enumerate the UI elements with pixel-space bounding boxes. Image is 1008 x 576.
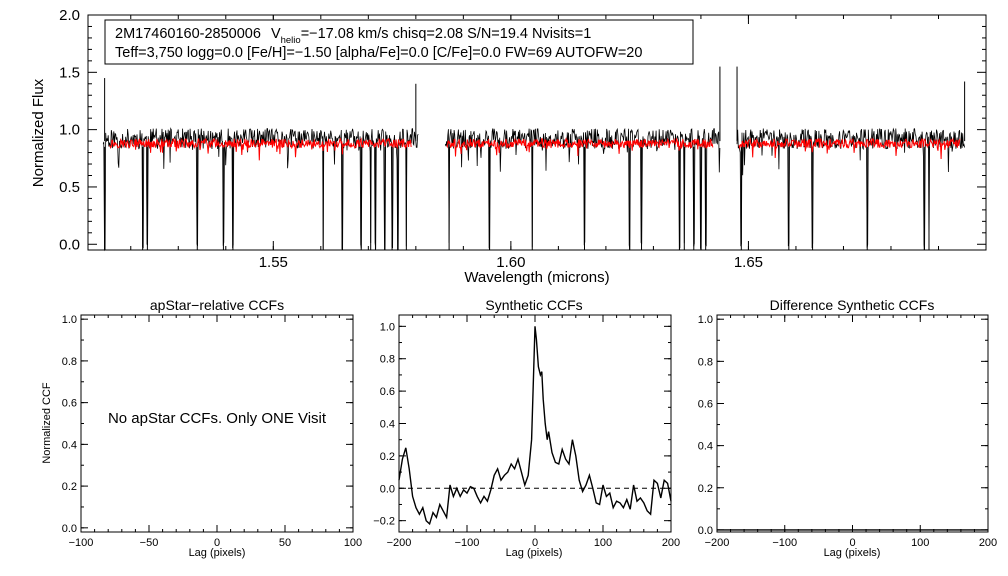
info-line-1: 2M17460160-2850006 Vhelio=−17.08 km/s chi… (115, 26, 591, 46)
ccf-ytick-label: 0.4 (380, 419, 395, 431)
spectrum-xtick-label: 1.55 (259, 254, 288, 271)
ccf-panel-synthetic: Synthetic CCFs −200 −100 0 100 200 −0.2 0.0 0.2… (373, 297, 680, 559)
ccf-ytick-label: 0.6 (698, 398, 713, 410)
ccf-xtick-label: 0 (849, 537, 855, 549)
ccf-ytick-label: 0.8 (380, 354, 395, 366)
spectrum-ytick-label: 1.0 (59, 122, 80, 139)
spectrum-ytick-label: 0.0 (59, 236, 80, 253)
spectrum-axes-frame (87, 14, 987, 251)
model-spectrum-line (446, 137, 714, 157)
spectrum-xtick-label: 1.60 (496, 254, 525, 271)
synthetic-xlabel: Lag (pixels) (506, 547, 563, 559)
spectrum-ylabel: Normalized Flux (30, 78, 47, 187)
apstar-ticks: −100 −50 0 50 100 0.0 0.2 0.4 0.6 0.8 1.0 (62, 314, 362, 549)
ccf-xtick-label: −100 (455, 537, 480, 549)
spectrum-ytick-label: 1.5 (59, 64, 80, 81)
ccf-ytick-label: 0.2 (380, 451, 395, 463)
model-spectrum-line (738, 137, 961, 160)
ccf-panel-difference: Difference Synthetic CCFs −200 −100 0 100 20… (698, 297, 997, 559)
model-spectrum-line (109, 137, 412, 161)
ccf-ytick-label: 1.0 (62, 314, 77, 326)
apstar-xlabel: Lag (pixels) (189, 547, 246, 559)
star-id: 2M17460160-2850006 (115, 26, 261, 42)
ccf-xtick-label: −100 (69, 537, 94, 549)
ccf-xtick-label: 50 (279, 537, 291, 549)
apstar-ylabel: Normalized CCF (41, 382, 53, 464)
ccf-ytick-label: 1.0 (698, 314, 713, 326)
ccf-xtick-label: 200 (979, 537, 997, 549)
spectrum-panel: 1.55 1.60 1.65 0.0 0.5 1.0 1.5 2.0 Wavelength (… (30, 7, 987, 286)
spectrum-xtick-label: 1.65 (734, 254, 763, 271)
ccf-ytick-label: 0.0 (698, 525, 713, 537)
ccf-xtick-label: 100 (344, 537, 362, 549)
ccf-ytick-label: 0.6 (62, 398, 77, 410)
ccf-xtick-label: 100 (911, 537, 929, 549)
ccf-ytick-label: 0.8 (698, 356, 713, 368)
ccf-ytick-label: 1.0 (380, 321, 395, 333)
ccf-ytick-label: 0.2 (698, 483, 713, 495)
panel-title-difference: Difference Synthetic CCFs (770, 297, 935, 313)
spectrum-ytick-label: 0.5 (59, 179, 80, 196)
ccf-ytick-label: 0.4 (62, 439, 77, 451)
synthetic-ccf-line (398, 326, 672, 526)
spectrum-xlabel: Wavelength (microns) (464, 269, 609, 286)
ccf-ytick-label: 0.8 (62, 356, 77, 368)
ccf-xtick-label: −200 (387, 537, 412, 549)
vhelio-subscript: helio (281, 35, 301, 46)
ccf-ytick-label: 0.0 (62, 523, 77, 535)
spectrum-ticks: 1.55 1.60 1.65 0.0 0.5 1.0 1.5 2.0 (59, 7, 986, 271)
difference-ticks: −200 −100 0 100 200 0.0 0.2 0.4 0.6 0.8 1.0 (698, 314, 997, 549)
difference-xlabel: Lag (pixels) (824, 547, 881, 559)
info-line-2: Teff=3,750 logg=0.0 [Fe/H]=−1.50 [alpha/… (115, 45, 642, 61)
ccf-xtick-label: −200 (705, 537, 730, 549)
ccf-ytick-label: 0.2 (62, 481, 77, 493)
ccf-ytick-label: 0.6 (380, 386, 395, 398)
ccf-xtick-label: −100 (772, 537, 797, 549)
ccf-xtick-label: 200 (662, 537, 680, 549)
ccf-ytick-label: 0.0 (380, 483, 395, 495)
ccf-ytick-label: −0.2 (373, 516, 395, 528)
ccf-xtick-label: 100 (594, 537, 612, 549)
panel-title-apstar: apStar−relative CCFs (150, 297, 284, 313)
ccf-xtick-label: 0 (214, 537, 220, 549)
info-line-1-rest: =−17.08 km/s chisq=2.08 S/N=19.4 Nvisits… (301, 26, 592, 42)
vhelio-label: V (271, 26, 281, 42)
spectrum-ytick-label: 2.0 (59, 7, 80, 24)
spectrum-plot-area (102, 66, 966, 252)
ccf-panel-apstar: apStar−relative CCFs −100 −50 0 50 100 0.0 0.2… (41, 297, 362, 559)
apstar-message: No apStar CCFs. Only ONE Visit (108, 410, 327, 427)
ccf-xtick-label: 0 (532, 537, 538, 549)
ccf-xtick-label: −50 (140, 537, 159, 549)
ccf-ytick-label: 0.4 (698, 441, 713, 453)
difference-axes-frame (716, 314, 989, 533)
info-box-frame (104, 19, 694, 65)
synthetic-plot-area (398, 326, 672, 526)
panel-title-synthetic: Synthetic CCFs (485, 297, 582, 313)
synthetic-ticks: −200 −100 0 100 200 −0.2 0.0 0.2 0.4 0.6 0.8 1.0 (373, 315, 680, 549)
spectrum-info-box: 2M17460160-2850006 Vhelio=−17.08 km/s chi… (104, 19, 694, 65)
